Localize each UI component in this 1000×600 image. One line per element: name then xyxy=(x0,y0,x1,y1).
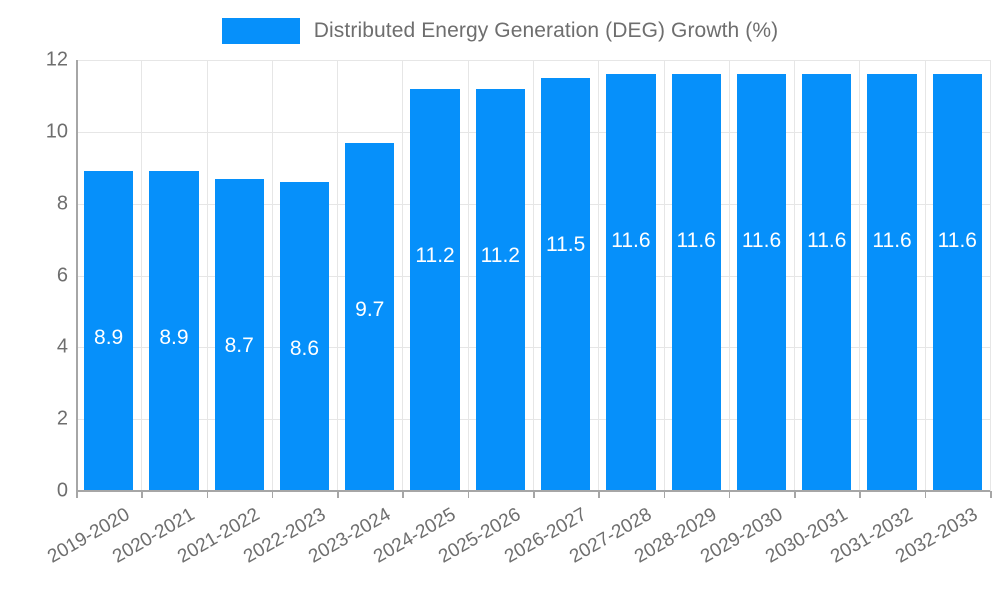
x-gridline xyxy=(859,60,861,491)
bar-value-label: 11.2 xyxy=(415,243,455,267)
x-axis-tick-mark xyxy=(271,491,274,498)
y-axis-line xyxy=(76,60,78,491)
y-axis-tick-label: 12 xyxy=(45,48,68,71)
x-axis-tick-mark xyxy=(337,491,339,498)
x-axis-tick-mark xyxy=(990,491,992,498)
x-gridline xyxy=(206,60,208,491)
bar[interactable]: 8.9 xyxy=(83,171,134,491)
bar-value-label: 11.5 xyxy=(545,232,586,256)
legend-color-swatch xyxy=(221,18,300,44)
bar-value-label: 11.6 xyxy=(937,229,977,253)
x-gridline xyxy=(467,60,469,491)
bar[interactable]: 11.6 xyxy=(736,74,787,491)
bar[interactable]: 8.9 xyxy=(149,171,199,491)
x-gridline xyxy=(271,60,273,491)
bar[interactable]: 9.7 xyxy=(345,142,395,491)
bar[interactable]: 11.2 xyxy=(410,88,460,491)
bar[interactable]: 11.6 xyxy=(932,74,982,491)
x-axis-tick-mark xyxy=(859,491,861,498)
y-axis-tick-label: 4 xyxy=(56,335,68,358)
bar[interactable]: 11.6 xyxy=(671,74,721,491)
x-axis-tick-mark xyxy=(141,491,143,498)
x-axis-tick-mark xyxy=(402,491,404,498)
x-gridline xyxy=(337,60,339,491)
x-axis-tick-mark xyxy=(467,491,470,498)
bar[interactable]: 11.2 xyxy=(475,88,525,491)
x-axis-tick-mark xyxy=(598,491,600,498)
x-axis-tick-mark xyxy=(794,491,796,498)
bar-value-label: 11.6 xyxy=(807,229,847,253)
y-axis-tick-label: 8 xyxy=(56,192,68,215)
x-axis-tick-mark xyxy=(728,491,731,498)
x-gridline xyxy=(924,60,926,491)
bar[interactable]: 11.6 xyxy=(867,74,917,491)
bar-value-label: 8.9 xyxy=(94,326,124,350)
bar-value-label: 11.6 xyxy=(676,229,716,253)
x-gridline xyxy=(794,60,796,491)
bar-value-label: 11.6 xyxy=(611,229,651,253)
bar[interactable]: 11.5 xyxy=(540,77,591,491)
bar[interactable]: 11.6 xyxy=(802,74,852,491)
y-axis-tick-label: 2 xyxy=(56,407,68,430)
bar[interactable]: 8.7 xyxy=(214,178,264,491)
bar-value-label: 9.7 xyxy=(355,297,385,321)
y-axis-tick-label: 0 xyxy=(56,479,68,502)
x-gridline xyxy=(663,60,665,491)
x-axis-tick-mark xyxy=(924,491,927,498)
x-gridline xyxy=(990,60,991,491)
bar-value-label: 8.6 xyxy=(289,337,320,361)
x-axis-tick-mark xyxy=(663,491,666,498)
x-gridline xyxy=(728,60,730,491)
x-axis-tick-mark xyxy=(206,491,209,498)
x-gridline xyxy=(533,60,534,491)
x-gridline xyxy=(141,60,143,491)
x-gridline xyxy=(402,60,404,491)
y-axis-tick-label: 6 xyxy=(56,264,68,286)
x-gridline xyxy=(598,60,600,491)
x-axis-tick-mark xyxy=(533,491,535,498)
x-axis-line xyxy=(76,490,990,492)
y-axis-tick-label: 10 xyxy=(45,120,68,143)
bar[interactable]: 8.6 xyxy=(279,182,330,491)
bar-value-label: 8.9 xyxy=(159,326,189,350)
chart-legend: Distributed Energy Generation (DEG) Grow… xyxy=(0,14,1000,48)
bar-value-label: 11.6 xyxy=(872,229,912,253)
y-axis-tick-labels: 0 2 4 6 8 10 12 xyxy=(0,0,68,600)
bar-value-label: 11.6 xyxy=(741,229,782,253)
bar[interactable]: 11.6 xyxy=(606,74,656,491)
bar-value-label: 11.2 xyxy=(480,243,520,267)
plot-area: 8.9 8.9 8.7 8.6 9.7 11.2 11.2 11.5 11.6 11.6 11.6 1… xyxy=(76,60,991,492)
legend-label: Distributed Energy Generation (DEG) Grow… xyxy=(313,19,779,42)
bar-value-label: 8.7 xyxy=(224,333,254,357)
x-axis-tick-mark xyxy=(76,491,78,498)
